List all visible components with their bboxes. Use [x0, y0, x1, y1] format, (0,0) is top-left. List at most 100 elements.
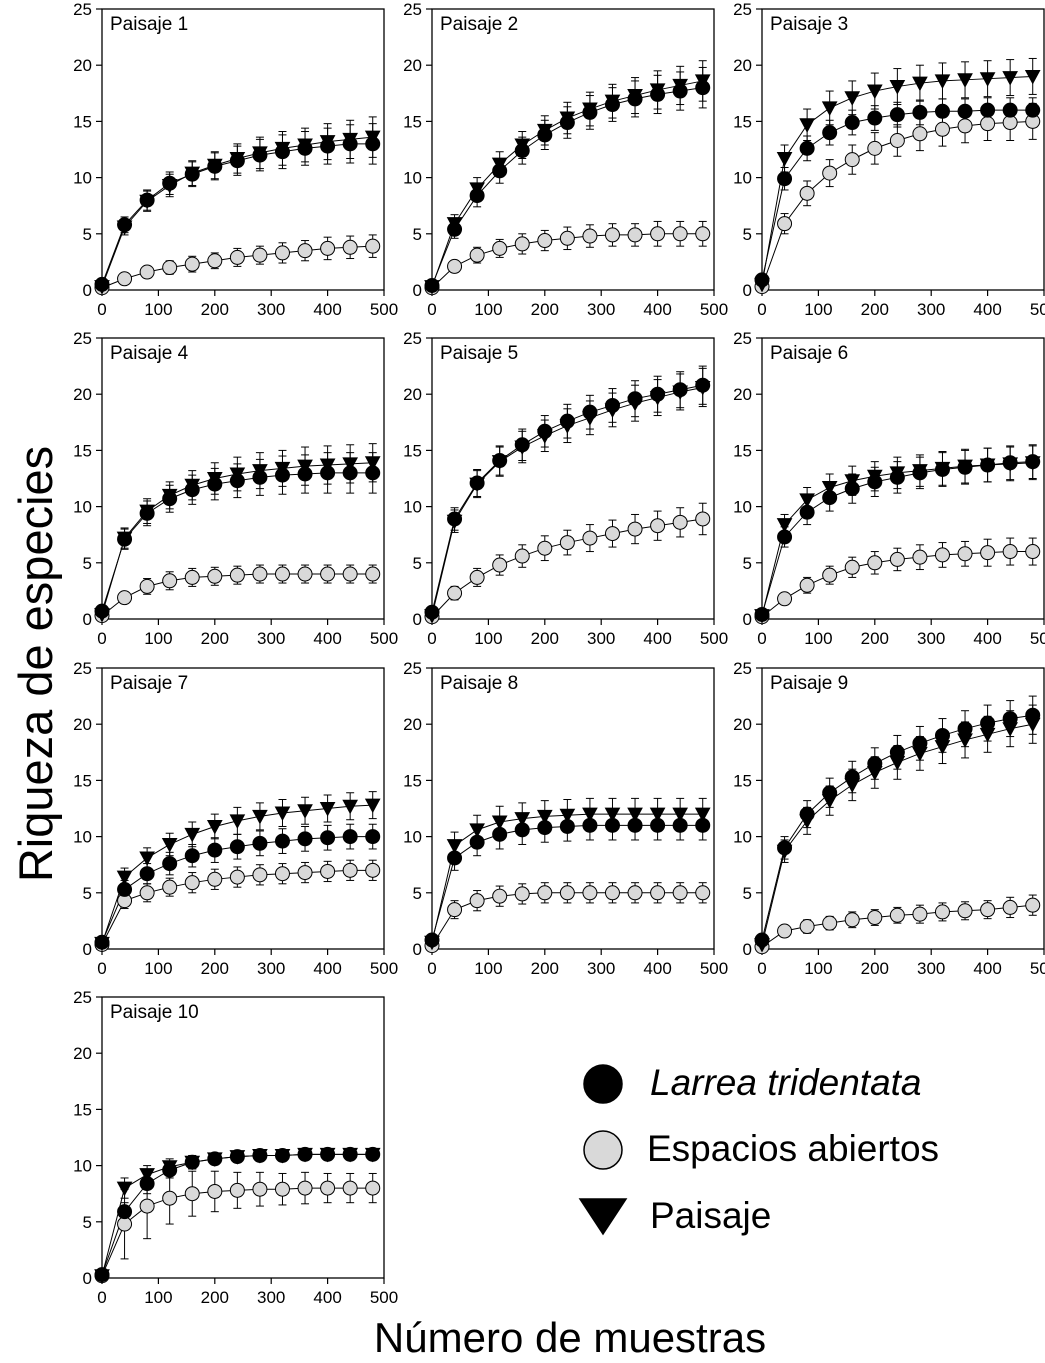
point-paisaje — [161, 837, 178, 853]
point-paisaje — [514, 812, 531, 827]
point-abiertos — [650, 226, 666, 242]
x-tick-label: 200 — [861, 629, 889, 648]
legend-label-paisaje: Paisaje — [650, 1195, 771, 1236]
point-abiertos — [184, 1186, 200, 1202]
point-paisaje — [469, 477, 485, 493]
point-abiertos — [492, 557, 508, 573]
point-paisaje — [799, 493, 815, 508]
panel-frame — [761, 337, 1045, 620]
x-tick-label: 500 — [1030, 629, 1045, 648]
point-paisaje — [446, 839, 463, 854]
legend-label-abiertos: Espacios abiertos — [647, 1128, 939, 1169]
point-abiertos — [1025, 544, 1041, 560]
point-abiertos — [672, 514, 688, 530]
point-abiertos — [162, 260, 178, 276]
y-tick-label: 5 — [743, 554, 752, 573]
point-paisaje — [469, 182, 485, 197]
point-paisaje — [559, 111, 576, 127]
point-abiertos — [342, 239, 358, 255]
legend-label-larrea: Larrea tridentata — [650, 1062, 922, 1103]
legend-marker-paisaje-triangle — [578, 1198, 628, 1236]
y-tick-label: 10 — [73, 498, 92, 517]
y-tick-label: 5 — [83, 884, 92, 903]
point-abiertos — [229, 1182, 245, 1198]
point-paisaje — [627, 89, 643, 104]
legend-item-larrea: Larrea tridentata — [583, 1062, 922, 1104]
point-paisaje — [319, 802, 336, 817]
x-tick-label: 0 — [97, 1288, 106, 1307]
point-paisaje — [116, 1181, 133, 1197]
point-paisaje — [1024, 717, 1041, 733]
x-tick-label: 500 — [370, 300, 398, 319]
point-larrea — [207, 842, 223, 858]
point-abiertos — [867, 555, 883, 571]
point-paisaje — [866, 84, 883, 100]
point-abiertos — [672, 885, 688, 901]
point-paisaje — [364, 798, 381, 814]
x-tick-label: 100 — [144, 1288, 172, 1307]
point-paisaje — [754, 277, 770, 293]
point-abiertos — [162, 1190, 178, 1206]
point-larrea — [912, 104, 928, 120]
point-larrea — [777, 171, 793, 187]
x-tick-label: 200 — [531, 959, 559, 978]
point-paisaje — [821, 101, 838, 116]
x-tick-label: 100 — [144, 959, 172, 978]
point-abiertos — [537, 540, 553, 556]
y-tick-label: 25 — [73, 988, 92, 1007]
x-tick-label: 400 — [973, 300, 1001, 319]
point-paisaje — [821, 480, 838, 496]
x-tick-label: 200 — [201, 629, 229, 648]
x-tick-label: 400 — [313, 959, 341, 978]
point-larrea — [980, 102, 996, 118]
point-abiertos — [162, 879, 178, 895]
panel-frame — [761, 8, 1045, 291]
point-abiertos — [207, 253, 223, 269]
point-paisaje — [342, 799, 358, 815]
point-paisaje — [776, 518, 793, 533]
point-abiertos — [822, 567, 838, 583]
x-tick-label: 100 — [474, 300, 502, 319]
point-paisaje — [274, 1148, 291, 1164]
y-tick-label: 5 — [413, 884, 422, 903]
point-paisaje — [342, 457, 358, 472]
point-abiertos — [957, 903, 973, 919]
y-tick-label: 10 — [733, 498, 752, 517]
y-tick-label: 10 — [73, 828, 92, 847]
point-larrea — [934, 103, 950, 119]
panel-frame — [101, 8, 385, 291]
y-tick-label: 0 — [743, 940, 752, 959]
x-tick-label: 300 — [587, 629, 615, 648]
point-abiertos — [777, 591, 793, 607]
point-paisaje — [94, 608, 110, 623]
y-tick-label: 15 — [73, 441, 92, 460]
x-axis-title: Número de muestras — [374, 1314, 766, 1361]
x-tick-label: 500 — [700, 959, 728, 978]
point-paisaje — [604, 807, 621, 823]
point-paisaje — [364, 130, 381, 146]
point-abiertos — [365, 1180, 381, 1196]
point-abiertos — [912, 126, 928, 142]
x-tick-label: 300 — [587, 300, 615, 319]
y-tick-label: 0 — [83, 281, 92, 300]
y-tick-label: 25 — [73, 659, 92, 678]
panel-title: Paisaje 8 — [440, 673, 518, 694]
x-tick-label: 200 — [531, 629, 559, 648]
y-tick-label: 0 — [743, 281, 752, 300]
point-abiertos — [117, 590, 133, 606]
point-paisaje — [491, 157, 508, 173]
y-tick-label: 20 — [73, 1044, 92, 1063]
point-abiertos — [650, 518, 666, 534]
point-abiertos — [184, 569, 200, 585]
y-tick-label: 20 — [403, 56, 422, 75]
y-tick-label: 15 — [73, 112, 92, 131]
x-tick-label: 400 — [643, 959, 671, 978]
point-larrea — [957, 103, 973, 119]
point-paisaje — [1024, 456, 1041, 471]
point-paisaje — [844, 778, 861, 793]
point-abiertos — [650, 885, 666, 901]
point-abiertos — [229, 869, 245, 885]
panel-frame — [431, 8, 715, 291]
point-abiertos — [695, 885, 711, 901]
